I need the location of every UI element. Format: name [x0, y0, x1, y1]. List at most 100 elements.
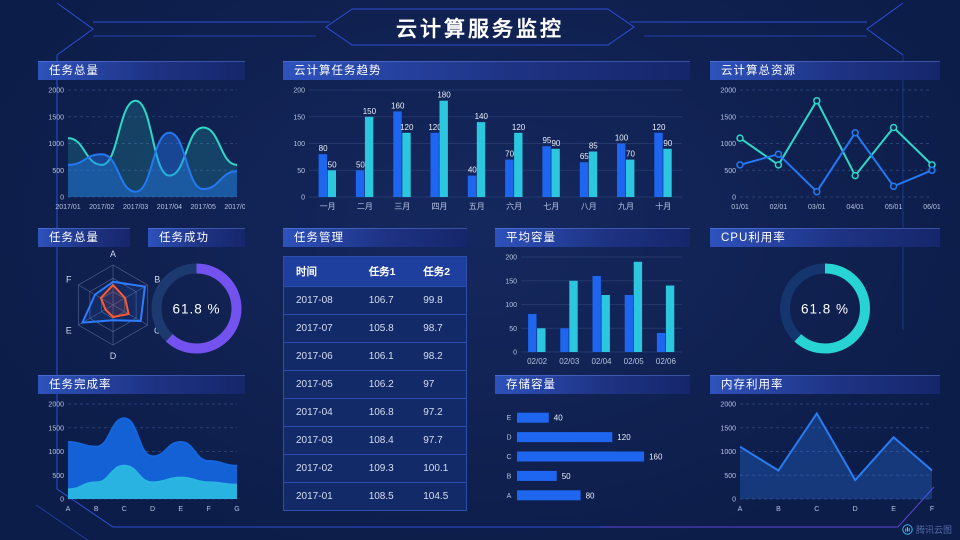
table-row: 2017-03 108.4 97.7: [283, 426, 467, 455]
svg-text:D: D: [110, 351, 117, 361]
panel-title: 任务总量: [49, 232, 99, 244]
table-cell: 2017-01: [283, 482, 357, 511]
panel-cloud-task-trend: 云计算任务趋势 0 50 100 150 200 一月 二月 三月 四月 五月 六月 七月 八月 九月 十月…: [283, 61, 690, 213]
table-row: 2017-01 108.5 104.5: [283, 482, 467, 511]
task-completion-rate-chart: 0 500 1000 1500 2000 A B C D E F G: [38, 394, 245, 515]
svg-text:90: 90: [551, 139, 560, 148]
table-cell: 100.1: [411, 454, 467, 483]
svg-text:02/01: 02/01: [770, 204, 788, 211]
svg-text:02/05: 02/05: [624, 357, 645, 366]
svg-text:120: 120: [512, 123, 526, 132]
table-cell: 99.8: [411, 286, 467, 315]
svg-text:0: 0: [60, 195, 64, 202]
svg-text:2000: 2000: [720, 88, 736, 95]
panel-header: 任务成功: [148, 228, 245, 247]
svg-text:A: A: [110, 249, 116, 259]
svg-text:D: D: [506, 435, 511, 442]
table-cell: 2017-05: [283, 370, 357, 399]
svg-text:2000: 2000: [48, 88, 64, 95]
panel-title: 任务管理: [294, 232, 344, 244]
table-cell: 98.2: [411, 342, 467, 371]
svg-text:90: 90: [663, 139, 672, 148]
svg-text:85: 85: [589, 142, 598, 151]
svg-text:四月: 四月: [432, 202, 448, 211]
svg-text:七月: 七月: [543, 202, 559, 211]
table-cell: 2017-07: [283, 314, 357, 343]
panel-header: 平均容量: [495, 228, 690, 247]
panel-header: 内存利用率: [710, 375, 940, 394]
svg-text:F: F: [207, 506, 211, 513]
svg-text:三月: 三月: [394, 202, 410, 211]
logo-icon: [902, 524, 913, 535]
svg-text:1000: 1000: [720, 141, 736, 148]
svg-text:65: 65: [580, 152, 589, 161]
svg-text:0: 0: [60, 497, 64, 504]
table-cell: 97.2: [411, 398, 467, 427]
svg-text:100: 100: [615, 134, 629, 143]
table-row: 2017-05 106.2 97: [283, 370, 467, 399]
table-cell: 2017-06: [283, 342, 357, 371]
svg-text:2000: 2000: [720, 402, 736, 409]
svg-text:140: 140: [475, 112, 489, 121]
svg-text:B: B: [154, 275, 160, 285]
table-cell: 98.7: [411, 314, 467, 343]
table-cell: 2017-03: [283, 426, 357, 455]
table-cell: 104.5: [411, 482, 467, 511]
cpu-utilization-gauge: 61.8 %: [710, 247, 940, 368]
svg-text:500: 500: [52, 168, 64, 175]
table-cell: 106.2: [356, 370, 412, 399]
table-cell: 106.1: [356, 342, 412, 371]
panel-header: 任务总量: [38, 61, 245, 80]
svg-text:1500: 1500: [48, 114, 64, 121]
data-table: 时间 任务1 任务2 2017-08 106.7 99.8 2017-07 105.8 98.7…: [283, 256, 467, 511]
svg-text:02/06: 02/06: [656, 357, 677, 366]
page-title: 云计算服务监控: [396, 18, 564, 41]
svg-text:61.8 %: 61.8 %: [172, 302, 220, 317]
svg-text:500: 500: [724, 473, 736, 480]
svg-text:50: 50: [509, 326, 517, 333]
svg-text:160: 160: [391, 101, 405, 110]
svg-text:500: 500: [724, 168, 736, 175]
svg-text:E: E: [66, 326, 72, 336]
svg-text:A: A: [738, 506, 743, 513]
svg-text:1000: 1000: [48, 141, 64, 148]
svg-text:2000: 2000: [48, 402, 64, 409]
svg-text:0: 0: [732, 497, 736, 504]
svg-text:80: 80: [586, 491, 595, 500]
svg-text:100: 100: [505, 302, 517, 309]
panel-title: 任务总量: [49, 65, 99, 77]
panel-task-completion-rate: 任务完成率 0 500 1000 1500 2000 A B C D E F G: [38, 375, 245, 515]
svg-text:120: 120: [400, 123, 414, 132]
svg-text:E: E: [507, 415, 512, 422]
svg-text:150: 150: [505, 278, 517, 285]
svg-text:02/04: 02/04: [591, 357, 612, 366]
panel-title: 云计算任务趋势: [294, 65, 382, 77]
svg-text:100: 100: [293, 141, 305, 148]
memory-utilization-chart: 0 500 1000 1500 2000 A B C D E F: [710, 394, 940, 515]
svg-text:150: 150: [293, 114, 305, 121]
svg-text:2017/06: 2017/06: [224, 204, 245, 211]
svg-text:六月: 六月: [506, 201, 522, 211]
svg-text:C: C: [122, 506, 127, 513]
panel-title: 内存利用率: [721, 379, 784, 391]
table-column-header: 时间: [283, 256, 357, 287]
svg-text:二月: 二月: [357, 202, 373, 211]
table-cell: 97.7: [411, 426, 467, 455]
svg-text:200: 200: [505, 255, 517, 262]
svg-text:04/01: 04/01: [846, 204, 864, 211]
panel-title: 任务完成率: [49, 379, 112, 391]
svg-text:40: 40: [468, 166, 477, 175]
panel-task-success: 任务成功 61.8 %: [148, 228, 245, 368]
svg-text:150: 150: [363, 107, 377, 116]
svg-text:八月: 八月: [581, 202, 597, 211]
svg-text:2017/02: 2017/02: [89, 204, 114, 211]
svg-text:1500: 1500: [720, 425, 736, 432]
svg-text:B: B: [507, 473, 512, 480]
svg-text:0: 0: [513, 350, 517, 357]
panel-title: CPU利用率: [721, 232, 786, 244]
svg-text:50: 50: [562, 472, 571, 481]
svg-text:F: F: [930, 506, 934, 513]
cloud-task-trend-chart: 0 50 100 150 200 一月 二月 三月 四月 五月 六月 七月 八月 九月 十月 80 50 160 1…: [283, 80, 690, 213]
svg-text:2017/01: 2017/01: [55, 204, 80, 211]
